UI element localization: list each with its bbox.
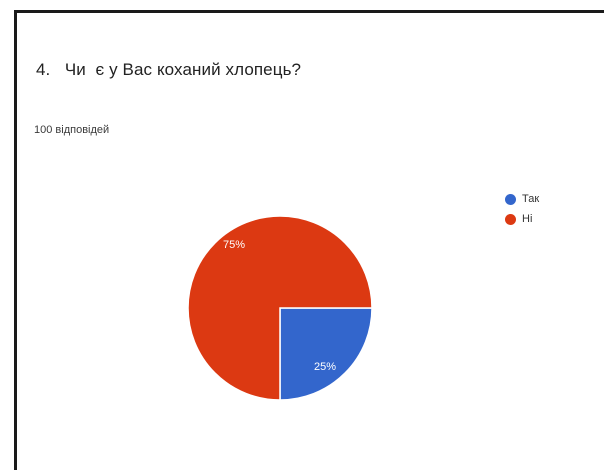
pie-slices [187,215,373,401]
legend-item-tak[interactable]: Так [505,190,539,208]
chart-legend: Так Ні [505,190,539,230]
legend-dot-ni [505,213,516,225]
pie-label-ni: 75% [223,239,245,251]
pie-label-tak: 25% [314,361,336,373]
legend-dot-tak [505,193,516,205]
legend-label-ni: Ні [522,213,533,225]
question-title: 4. Чи є у Вас коханий хлопець? [36,60,302,79]
pie-slice-ni[interactable] [187,215,373,401]
legend-label-tak: Так [522,193,540,205]
pie-labels: 25% 75% [223,239,336,373]
responses-count: 100 відповідей [34,124,110,136]
pie-slice-tak[interactable] [279,307,373,401]
legend-item-ni[interactable]: Ні [505,210,539,228]
